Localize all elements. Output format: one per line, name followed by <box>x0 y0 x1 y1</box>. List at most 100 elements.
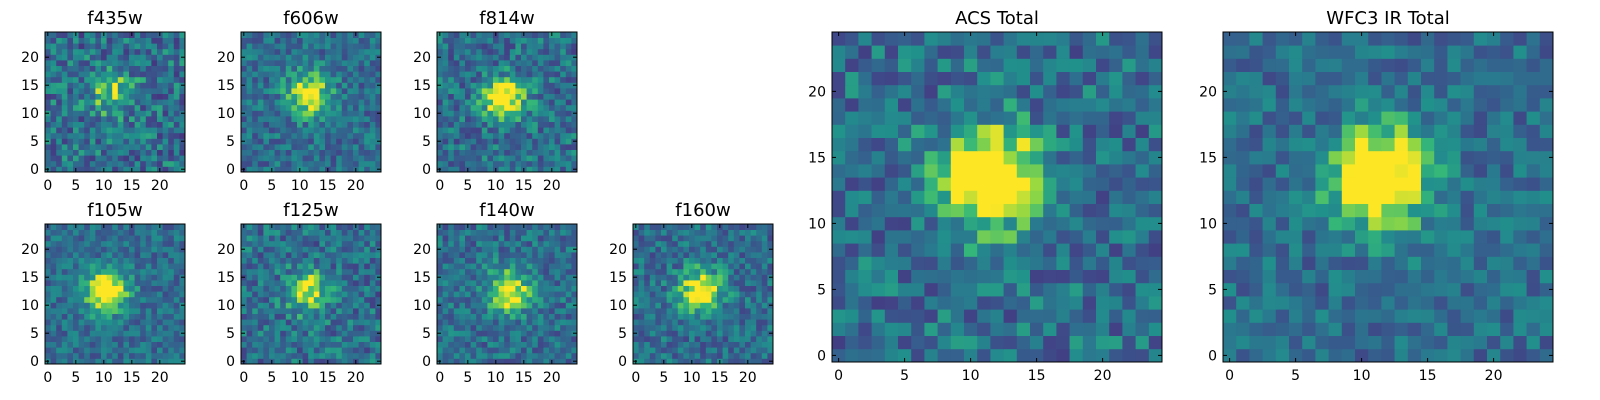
heatmap-cell <box>308 43 315 50</box>
heatmap-cell <box>504 352 511 359</box>
heatmap-cell <box>330 280 337 286</box>
heatmap-cell <box>1122 296 1136 310</box>
heatmap-cell <box>358 132 365 139</box>
heatmap-cell <box>509 246 516 253</box>
heatmap-cell <box>123 138 130 145</box>
heatmap-cell <box>285 88 292 94</box>
heatmap-cell <box>375 71 382 78</box>
heatmap-cell <box>173 324 180 331</box>
heatmap-cell <box>728 235 735 242</box>
heatmap-cell <box>526 82 533 89</box>
heatmap-cell <box>145 65 152 72</box>
heatmap-cell <box>509 149 516 156</box>
heatmap-cell <box>487 110 494 117</box>
heatmap-cell <box>353 235 359 242</box>
heatmap-cell <box>101 82 107 89</box>
heatmap-cell <box>246 48 253 55</box>
heatmap-cell <box>672 324 679 331</box>
heatmap-cell <box>129 104 135 111</box>
heatmap-cell <box>319 224 326 230</box>
heatmap-cell <box>78 257 85 264</box>
heatmap-cell <box>269 229 275 236</box>
heatmap-cell <box>330 155 337 162</box>
heatmap-cell <box>537 138 544 145</box>
heatmap-cell <box>73 274 79 281</box>
heatmap-cell <box>358 32 365 38</box>
heatmap-cell <box>745 336 751 342</box>
heatmap-cell <box>649 336 656 342</box>
heatmap-cell <box>308 347 315 354</box>
heatmap-cell <box>56 65 63 72</box>
heatmap-cell <box>358 99 365 106</box>
heatmap-cell <box>123 110 130 117</box>
heatmap-cell <box>101 76 107 83</box>
heatmap-cell <box>1135 203 1150 218</box>
heatmap-cell <box>308 166 315 173</box>
heatmap-cell <box>375 60 382 66</box>
heatmap-cell <box>73 319 79 326</box>
heatmap-cell <box>302 246 309 253</box>
heatmap-cell <box>285 229 292 236</box>
x-tick-label: 15 <box>515 178 533 194</box>
heatmap-cell <box>543 358 550 365</box>
heatmap-cell <box>1043 177 1057 191</box>
heatmap-cell <box>1069 269 1084 284</box>
heatmap-cell <box>325 104 331 111</box>
heatmap-cell <box>453 358 460 365</box>
heatmap-cell <box>756 257 763 264</box>
heatmap-cell <box>291 229 298 236</box>
heatmap-cell <box>733 280 740 286</box>
heatmap-cell <box>487 285 494 292</box>
heatmap-cell <box>767 308 774 314</box>
heatmap-cell <box>509 88 516 94</box>
heatmap-cell <box>308 76 315 83</box>
heatmap-cell <box>498 224 505 230</box>
heatmap-cell <box>73 352 79 359</box>
heatmap-cell <box>672 246 679 253</box>
heatmap-cell <box>325 48 331 55</box>
heatmap-cell <box>73 347 79 354</box>
heatmap-cell <box>767 285 774 292</box>
heatmap-cell <box>330 240 337 247</box>
heatmap-cell <box>246 160 253 167</box>
heatmap-cell <box>717 285 723 292</box>
heatmap-cell <box>252 37 259 44</box>
heatmap-cell <box>560 88 567 94</box>
heatmap-cell <box>84 224 91 230</box>
heatmap-cell <box>1030 150 1044 165</box>
heatmap-cell <box>549 71 555 78</box>
heatmap-cell <box>67 285 74 292</box>
heatmap-cell <box>95 313 102 320</box>
heatmap-cell <box>353 110 359 117</box>
heatmap-cell <box>871 309 886 323</box>
heatmap-cell <box>112 268 119 275</box>
heatmap-cell <box>162 296 169 303</box>
heatmap-cell <box>173 285 180 292</box>
heatmap-cell <box>700 291 707 298</box>
heatmap-cell <box>453 341 460 348</box>
heatmap-cell <box>689 296 695 303</box>
heatmap-cell <box>745 263 751 270</box>
heatmap-cell <box>112 235 119 242</box>
heatmap-cell <box>263 71 270 78</box>
heatmap-cell <box>173 308 180 314</box>
heatmap-cell <box>129 274 135 281</box>
heatmap-cell <box>1016 230 1031 244</box>
heatmap-cell <box>565 76 572 83</box>
heatmap-cell <box>157 110 163 117</box>
heatmap-cell <box>481 32 488 38</box>
heatmap-cell <box>50 82 57 89</box>
heatmap-cell <box>711 257 718 264</box>
heatmap-cell <box>532 160 539 167</box>
heatmap-cell <box>442 224 449 230</box>
heatmap-cell <box>537 302 544 309</box>
heatmap-cell <box>145 296 152 303</box>
heatmap-cell <box>308 263 315 270</box>
heatmap-cell <box>554 330 561 337</box>
heatmap-cell <box>106 324 113 331</box>
heatmap-cell <box>369 324 376 331</box>
heatmap-cell <box>280 144 287 150</box>
heatmap-cell <box>123 274 130 281</box>
heatmap-cell <box>924 150 938 165</box>
heatmap-cell <box>61 116 68 122</box>
